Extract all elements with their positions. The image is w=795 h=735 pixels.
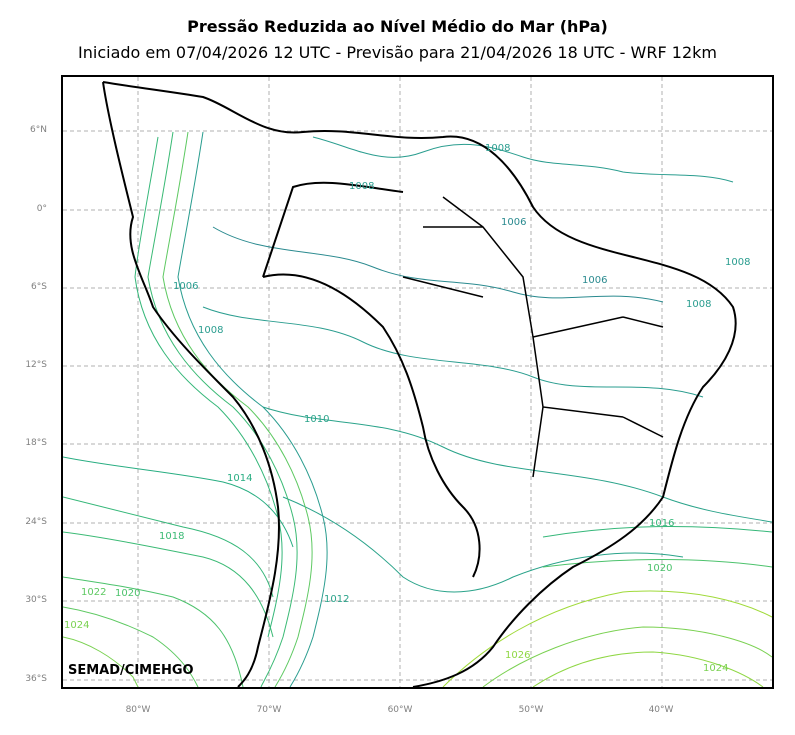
contour-label: 1006: [501, 217, 526, 228]
state-borders: [402, 196, 664, 478]
contour-label: 1020: [647, 563, 672, 574]
lat-label: 6°S: [31, 282, 47, 292]
contour-label: 1006: [582, 275, 607, 286]
isobar-1024-west: [63, 636, 139, 687]
lat-label: 36°S: [25, 674, 47, 684]
lat-label: 30°S: [25, 595, 47, 605]
contour-label: 1024: [703, 663, 728, 674]
pressure-map: 1008 1008 1006 1006 1008 1008 1006 1008 …: [63, 77, 772, 687]
andes-contours-c: [177, 131, 328, 687]
contour-label: 1026: [505, 650, 530, 661]
isobar-1026: [532, 651, 764, 687]
contour-label: 1010: [304, 414, 329, 425]
lon-label: 80°W: [125, 705, 151, 715]
south-america-coast: [102, 81, 737, 687]
andes-contours-b: [162, 131, 313, 687]
lon-label: 70°W: [256, 705, 282, 715]
isobar-contours: [63, 131, 772, 687]
contour-label: 1024: [64, 620, 89, 631]
borders: [102, 81, 737, 687]
isobar-1018: [63, 531, 274, 638]
contour-label: 1018: [159, 531, 184, 542]
isobar-1022-se: [442, 590, 772, 687]
isobar-1008-north: [312, 136, 734, 183]
andes-contours-a: [147, 131, 298, 687]
contour-label: 1008: [198, 325, 223, 336]
lat-label: 0°: [36, 204, 47, 214]
contour-labels: 1008 1008 1006 1006 1008 1008 1006 1008 …: [64, 143, 764, 687]
credit-label: SEMAD/CIMEHGO: [68, 663, 194, 678]
isobar-1020: [63, 559, 772, 687]
map-title: Pressão Reduzida ao Nível Médio do Mar (…: [187, 17, 608, 36]
isobar-1022: [63, 606, 199, 687]
andes-contours-d: [134, 136, 283, 638]
isobar-1016: [63, 496, 772, 598]
lat-label: 6°N: [30, 125, 47, 135]
contour-label: 1008: [686, 299, 711, 310]
isobar-1012: [282, 496, 684, 593]
contour-label: 1008: [349, 181, 374, 192]
contour-label: 1008: [725, 257, 750, 268]
isobar-1024-east: [482, 626, 772, 687]
contour-label: 1022: [739, 686, 764, 687]
contour-label: 1022: [81, 587, 106, 598]
isobar-1010-south: [262, 406, 772, 523]
lat-label: 24°S: [25, 517, 47, 527]
contour-label: 1012: [324, 594, 349, 605]
lon-label: 60°W: [387, 705, 413, 715]
contour-label: 1016: [649, 518, 674, 529]
map-subtitle: Iniciado em 07/04/2026 12 UTC - Previsão…: [78, 43, 717, 62]
map-frame: 1008 1008 1006 1006 1008 1008 1006 1008 …: [61, 75, 774, 689]
isobar-1008-central: [202, 306, 704, 398]
contour-label: 1006: [173, 281, 198, 292]
lat-label: 12°S: [25, 360, 47, 370]
gridlines: [63, 77, 772, 687]
contour-label: 1008: [485, 143, 510, 154]
lon-label: 50°W: [518, 705, 544, 715]
contour-label: 1020: [115, 588, 140, 599]
lon-label: 40°W: [648, 705, 674, 715]
lat-label: 18°S: [25, 438, 47, 448]
brazil-border: [262, 181, 481, 578]
contour-label: 1014: [227, 473, 252, 484]
isobar-1006-amazon: [212, 226, 664, 303]
